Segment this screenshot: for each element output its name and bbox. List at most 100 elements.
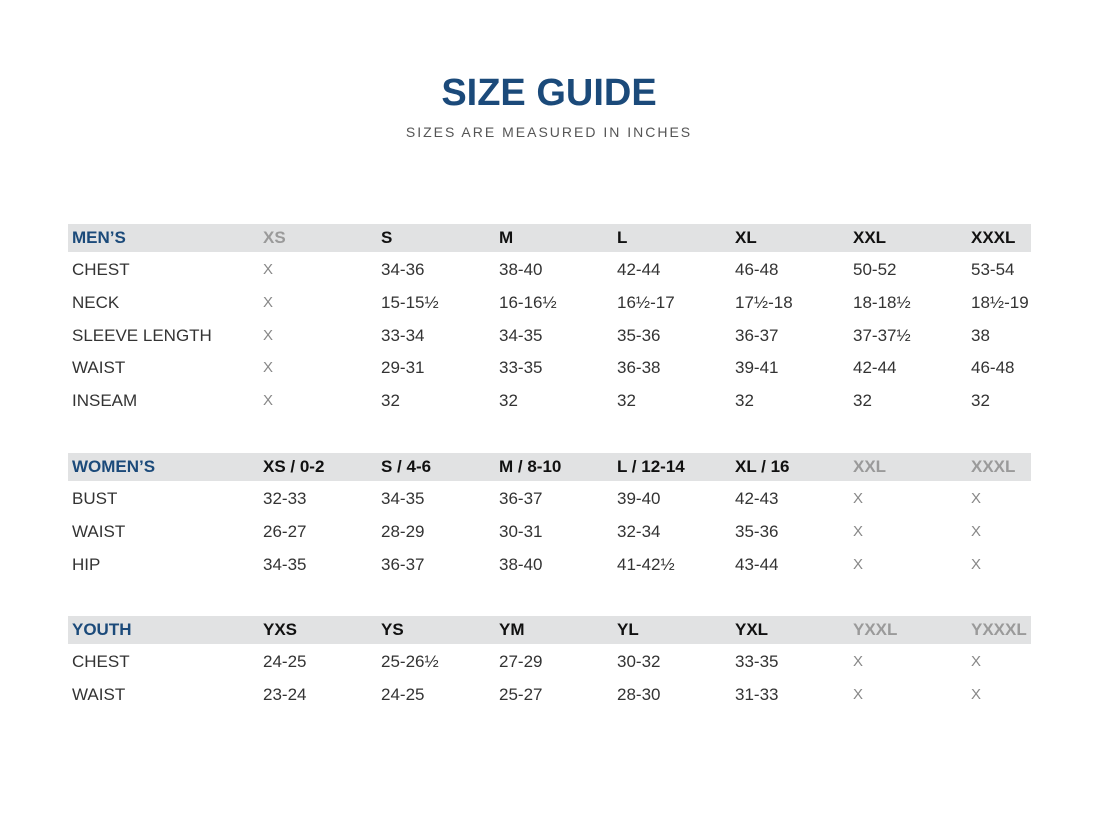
row-label: SLEEVE LENGTH: [72, 325, 212, 345]
column-header: XS / 0-2: [263, 457, 325, 476]
size-value: 42-44: [617, 260, 661, 279]
row-label: WAIST: [72, 521, 126, 541]
column-header: YM: [499, 620, 525, 639]
size-value: 28-30: [617, 684, 661, 704]
size-value: 33-34: [381, 325, 425, 345]
column-header: MEN’S: [72, 228, 126, 247]
column-header: M: [499, 228, 514, 247]
size-value: 30-31: [499, 521, 543, 541]
size-value: X: [971, 685, 982, 703]
size-value: 36-37: [735, 325, 779, 345]
size-value: 36-37: [499, 489, 543, 508]
size-value: X: [853, 555, 864, 573]
size-value: X: [263, 293, 274, 311]
size-value: 16-16½: [499, 292, 557, 312]
size-value: 27-29: [499, 652, 543, 671]
row-label: CHEST: [72, 260, 130, 279]
column-header: WOMEN’S: [72, 457, 156, 476]
size-value: X: [971, 490, 982, 507]
size-value: 24-25: [263, 652, 307, 671]
size-value: X: [971, 522, 982, 540]
column-header: YXXL: [853, 620, 898, 639]
column-header: M / 8-10: [499, 457, 562, 476]
size-value: 29-31: [381, 358, 425, 378]
row-label: CHEST: [72, 652, 130, 671]
size-value: X: [263, 261, 274, 278]
size-value: 31-33: [735, 684, 779, 704]
size-value: X: [263, 326, 274, 344]
size-value: 34-36: [381, 260, 425, 279]
size-value: 38: [971, 325, 990, 345]
size-value: 24-25: [381, 684, 425, 704]
size-value: X: [853, 522, 864, 540]
size-value: 32-34: [617, 521, 661, 541]
size-value: 34-35: [381, 489, 425, 508]
size-value: 46-48: [735, 260, 779, 279]
size-value: X: [853, 653, 864, 670]
column-header: YL: [617, 620, 639, 639]
column-header: S: [381, 228, 393, 247]
row-label: BUST: [72, 489, 118, 508]
column-header: XL / 16: [735, 457, 790, 476]
size-value: 37-37½: [853, 325, 911, 345]
size-value: X: [971, 555, 982, 573]
row-label: WAIST: [72, 358, 126, 378]
column-header: XXL: [853, 228, 887, 247]
size-value: 32: [499, 391, 518, 411]
size-value: 34-35: [499, 325, 543, 345]
column-header: L / 12-14: [617, 457, 685, 476]
size-value: 32: [971, 391, 990, 411]
size-value: 43-44: [735, 554, 779, 574]
size-value: 26-27: [263, 521, 307, 541]
size-value: X: [971, 653, 982, 670]
size-value: 18-18½: [853, 292, 911, 312]
size-value: 32: [381, 391, 400, 411]
row-label: WAIST: [72, 684, 126, 704]
size-value: 42-43: [735, 489, 779, 508]
size-value: 25-26½: [381, 652, 439, 671]
size-value: 42-44: [853, 358, 897, 378]
size-value: X: [263, 359, 274, 377]
column-header: YXL: [735, 620, 769, 639]
size-value: X: [853, 685, 864, 703]
size-value: 39-40: [617, 489, 661, 508]
size-value: 41-42½: [617, 554, 675, 574]
column-header: YS: [381, 620, 404, 639]
column-header: YOUTH: [72, 620, 132, 639]
title: SIZE GUIDE: [441, 72, 657, 114]
column-header: XXL: [853, 457, 887, 476]
size-value: 23-24: [263, 684, 307, 704]
column-header: XL: [735, 228, 757, 247]
size-value: 32: [853, 391, 872, 411]
size-value: 32: [617, 391, 636, 411]
size-value: X: [853, 490, 864, 507]
header-band: [68, 616, 1031, 644]
size-value: 38-40: [499, 260, 543, 279]
size-value: 17½-18: [735, 292, 793, 312]
size-value: 16½-17: [617, 292, 675, 312]
size-value: 34-35: [263, 554, 307, 574]
size-value: 53-54: [971, 260, 1015, 279]
size-value: 15-15½: [381, 292, 439, 312]
row-label: INSEAM: [72, 391, 138, 411]
size-value: 33-35: [499, 358, 543, 378]
column-header: XXXL: [971, 457, 1016, 476]
column-header: S / 4-6: [381, 457, 432, 476]
size-value: 36-37: [381, 554, 425, 574]
column-header: YXXXL: [971, 620, 1027, 639]
size-value: 30-32: [617, 652, 661, 671]
column-header: L: [617, 228, 628, 247]
row-label: NECK: [72, 292, 120, 312]
size-value: X: [263, 392, 274, 410]
subtitle: SIZES ARE MEASURED IN INCHES: [405, 124, 693, 140]
size-value: 35-36: [735, 521, 779, 541]
size-value: 32-33: [263, 489, 307, 508]
size-value: 25-27: [499, 684, 543, 704]
size-value: 50-52: [853, 260, 897, 279]
size-value: 32: [735, 391, 754, 411]
size-value: 38-40: [499, 554, 543, 574]
column-header: XXXL: [971, 228, 1016, 247]
row-label: HIP: [72, 554, 101, 574]
size-value: 46-48: [971, 358, 1015, 378]
